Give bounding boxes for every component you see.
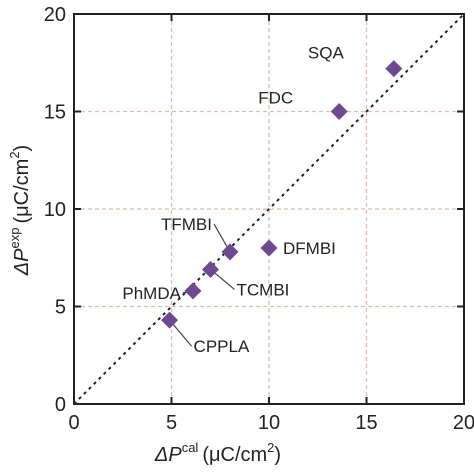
data-point-tfmbi [221,243,239,261]
axis-ticks [73,13,465,405]
x-axis-title: ΔPcal (μC/cm2) [154,440,281,466]
reference-line [73,13,465,405]
point-labels: SQA FDC DFMBI TFMBI TCMBI PhMDA CPPLA [122,44,344,357]
y-axis-superscript: exp [7,228,22,249]
x-axis-unit: (μC/cm [202,444,267,466]
x-axis-symbol: ΔP [154,444,182,466]
y-tick-label: 5 [55,297,66,319]
y-axis-unit-superscript: 2 [7,151,22,158]
y-axis-title: ΔPexp (μC/cm2) [7,145,33,276]
data-point-cppla [161,311,179,329]
data-point-fdc [330,103,348,120]
x-tick-label: 10 [258,412,280,434]
y-axis-unit: (μC/cm [11,159,33,224]
x-tick-labels: 0 5 10 15 20 [68,412,474,434]
x-axis-unit-close: ) [274,444,281,466]
data-point-sqa [385,60,403,78]
data-point-tcmbi [202,260,219,278]
point-label-fdc: FDC [258,89,293,108]
x-axis-superscript: cal [182,440,199,455]
point-label-tcmbi: TCMBI [237,280,290,299]
y-tick-label: 0 [55,394,66,416]
point-label-dfmbi: DFMBI [283,239,336,258]
data-point-phmda [184,282,202,300]
x-tick-label: 15 [355,412,377,434]
data-points [161,60,403,329]
x-tick-label: 0 [68,412,79,434]
y-tick-label: 15 [44,102,66,124]
y-tick-labels: 0 5 10 15 20 [44,4,66,416]
grid-lines [74,14,464,404]
x-axis-unit-superscript: 2 [267,440,274,455]
point-label-phmda: PhMDA [122,284,181,303]
point-label-tfmbi: TFMBI [161,215,212,234]
y-tick-label: 20 [44,4,66,26]
data-point-dfmbi [260,239,278,257]
y-axis-unit-close: ) [11,145,33,152]
point-label-sqa: SQA [308,44,345,63]
y-tick-label: 10 [44,199,66,221]
y-axis-symbol: ΔP [11,248,33,276]
point-label-cppla: CPPLA [194,337,250,356]
x-tick-label: 20 [453,412,474,434]
x-tick-label: 5 [166,412,177,434]
